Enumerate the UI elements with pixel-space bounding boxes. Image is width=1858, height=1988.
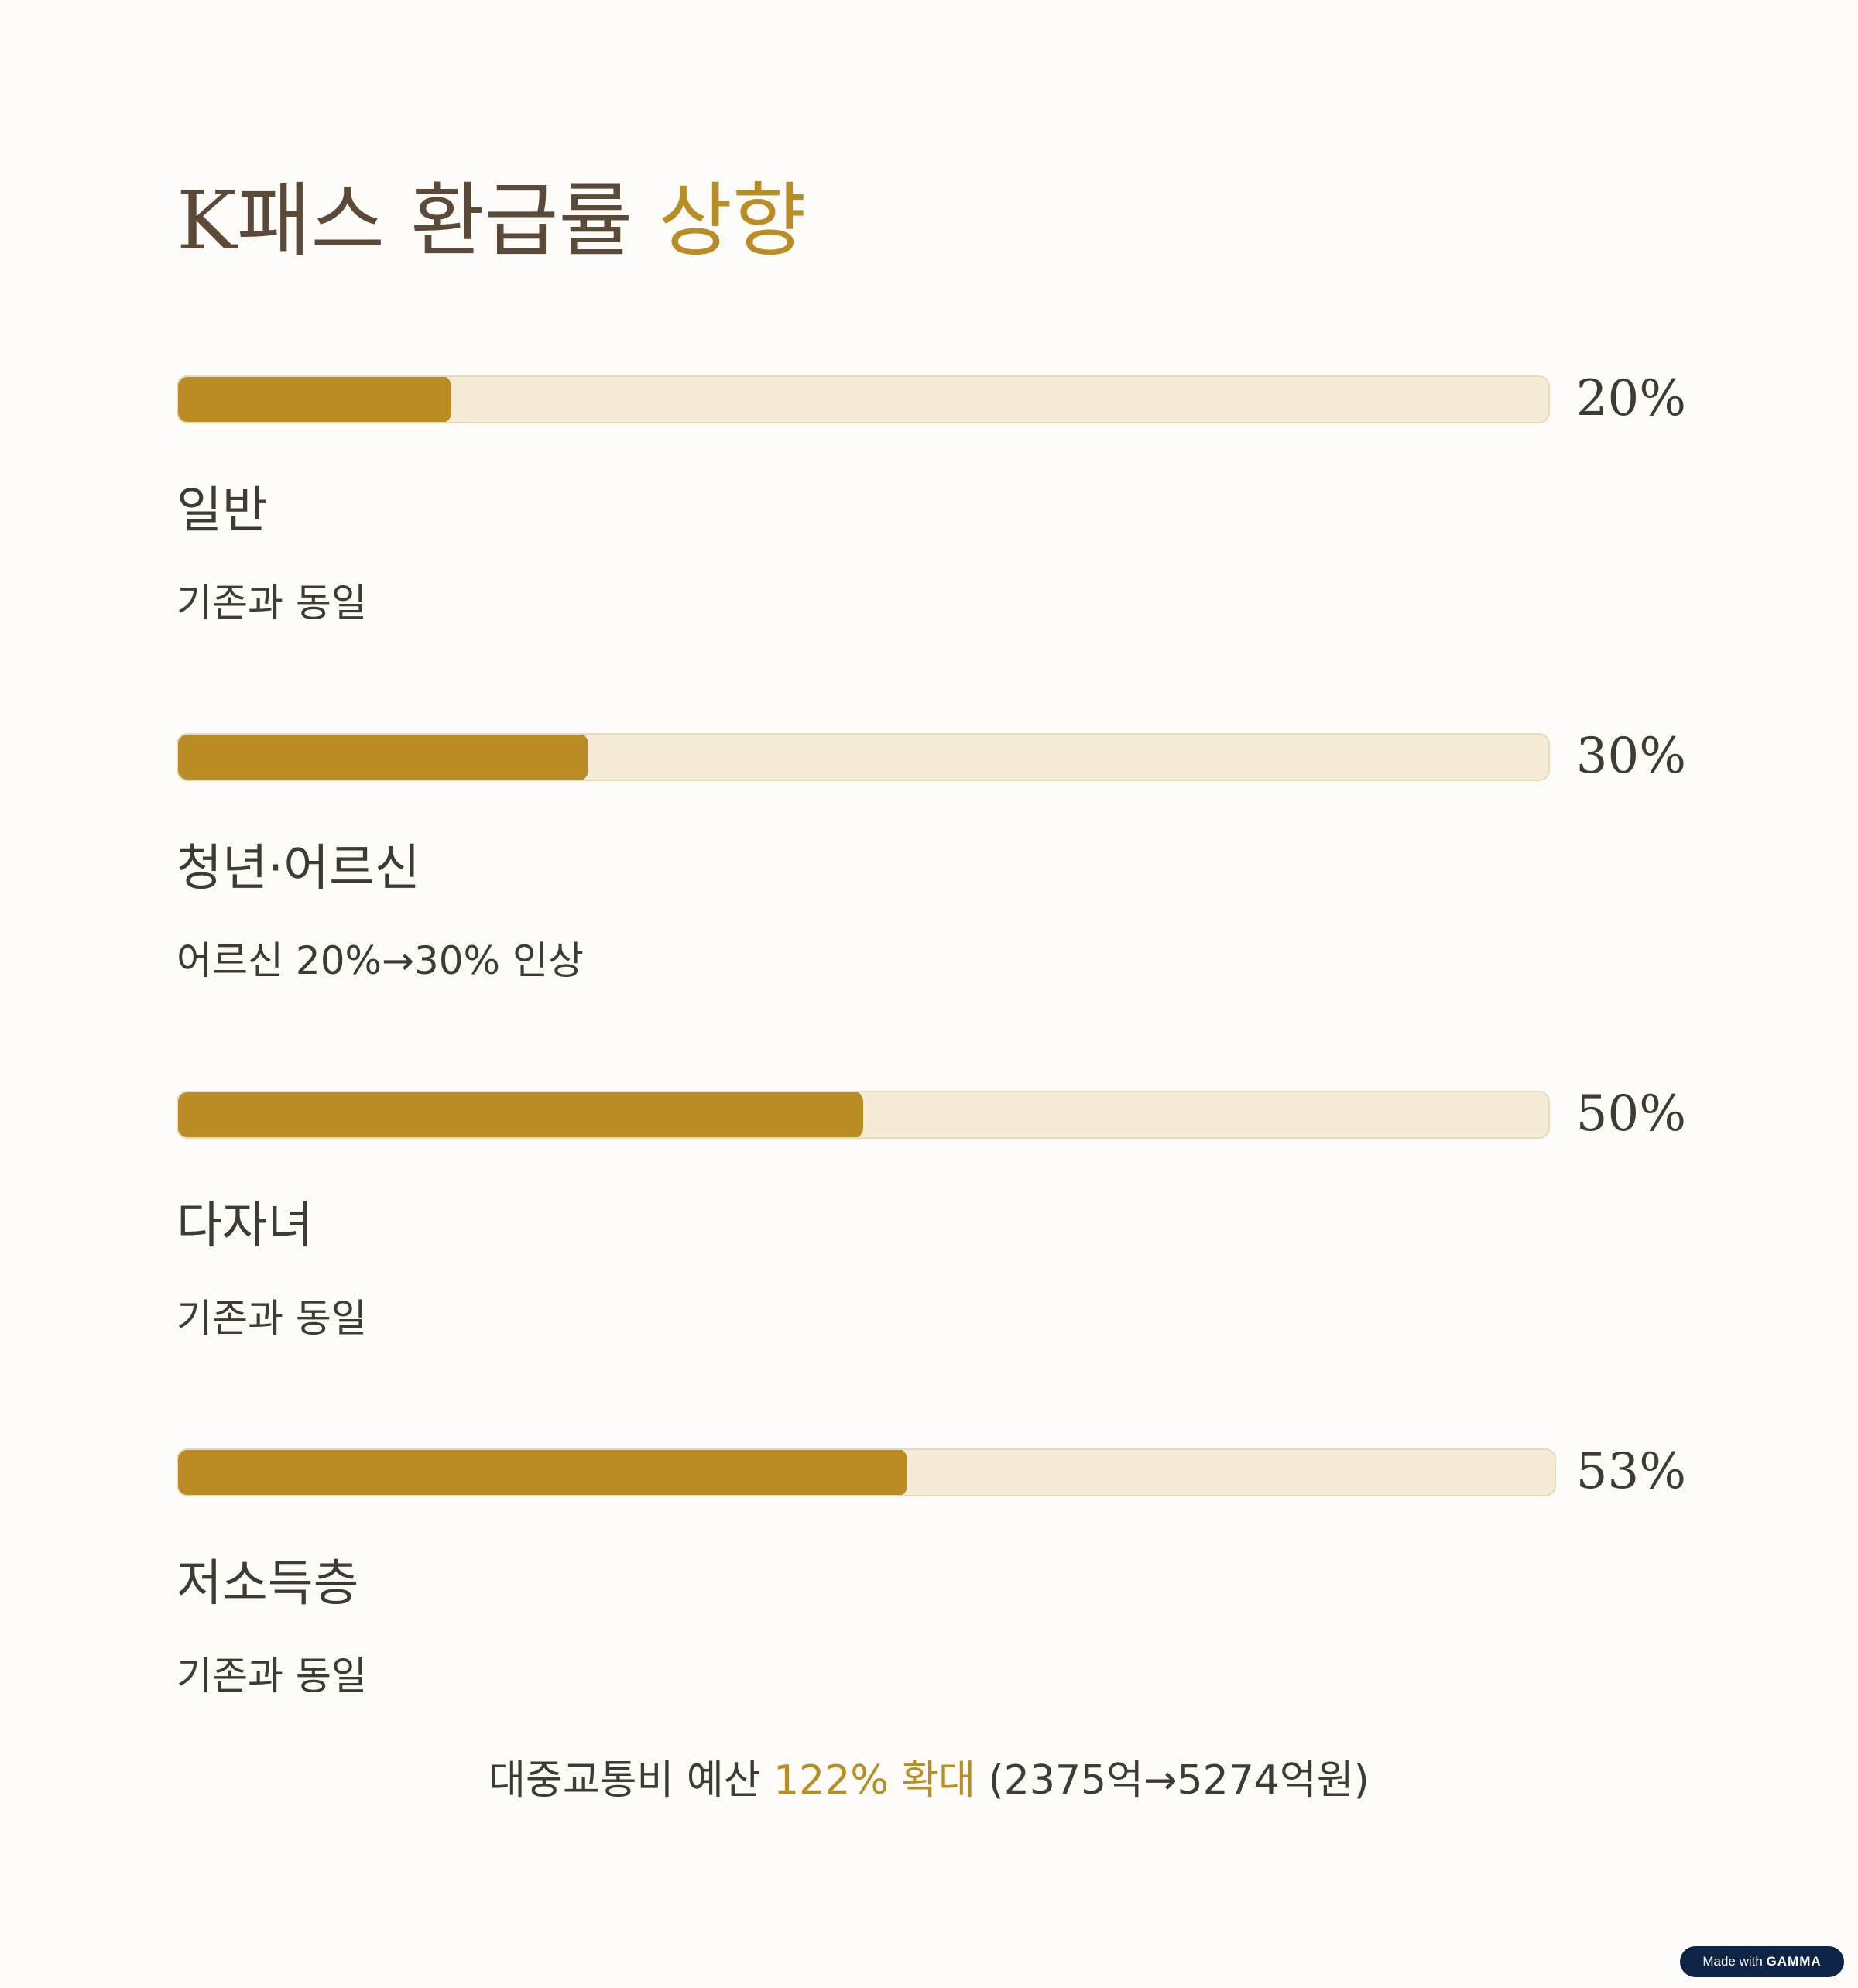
- budget-summary: 대중교통비 예산 122% 확대 (2375억→5274억원): [0, 1753, 1858, 1808]
- item-description: 기존과 동일: [177, 1296, 367, 1341]
- footer-accent: 122% 확대: [773, 1757, 975, 1804]
- title-main: K패스 환급률: [177, 173, 659, 268]
- title-accent: 상향: [658, 173, 807, 268]
- refund-item-general: 20% 일반 기존과 동일: [177, 370, 1686, 701]
- progress-track: [177, 1091, 1550, 1139]
- percent-label: 30%: [1575, 728, 1686, 785]
- percent-label: 20%: [1575, 370, 1686, 427]
- progress-track: [177, 733, 1550, 781]
- gamma-logo: GAMMA: [1766, 1954, 1822, 1969]
- progress-fill: [178, 1450, 907, 1495]
- badge-made-with: Made with: [1702, 1954, 1767, 1969]
- progress-fill: [178, 1092, 863, 1137]
- progress-track: [177, 1448, 1556, 1496]
- progress-fill: [178, 735, 588, 780]
- refund-item-low-income: 53% 저소득층 기존과 동일: [177, 1443, 1686, 1774]
- item-label: 다자녀: [177, 1198, 314, 1255]
- progress-track: [177, 375, 1550, 423]
- item-label: 청년·어르신: [177, 840, 420, 897]
- page-title: K패스 환급률 상향: [177, 170, 807, 271]
- progress-fill: [178, 377, 451, 422]
- item-description: 기존과 동일: [177, 1654, 367, 1698]
- item-description: 어르신 20%→30% 인상: [177, 938, 584, 983]
- refund-item-multi-child: 50% 다자녀 기존과 동일: [177, 1085, 1686, 1416]
- item-label: 일반: [177, 482, 268, 540]
- footer-suffix: (2375억→5274억원): [975, 1757, 1370, 1804]
- item-label: 저소득층: [177, 1555, 359, 1613]
- percent-label: 50%: [1575, 1085, 1686, 1143]
- percent-label: 53%: [1575, 1443, 1686, 1500]
- refund-item-youth-senior: 30% 청년·어르신 어르신 20%→30% 인상: [177, 728, 1686, 1058]
- footer-prefix: 대중교통비 예산: [488, 1757, 774, 1804]
- made-with-gamma-badge[interactable]: Made with GAMMA: [1680, 1946, 1844, 1977]
- item-description: 기존과 동일: [177, 581, 367, 626]
